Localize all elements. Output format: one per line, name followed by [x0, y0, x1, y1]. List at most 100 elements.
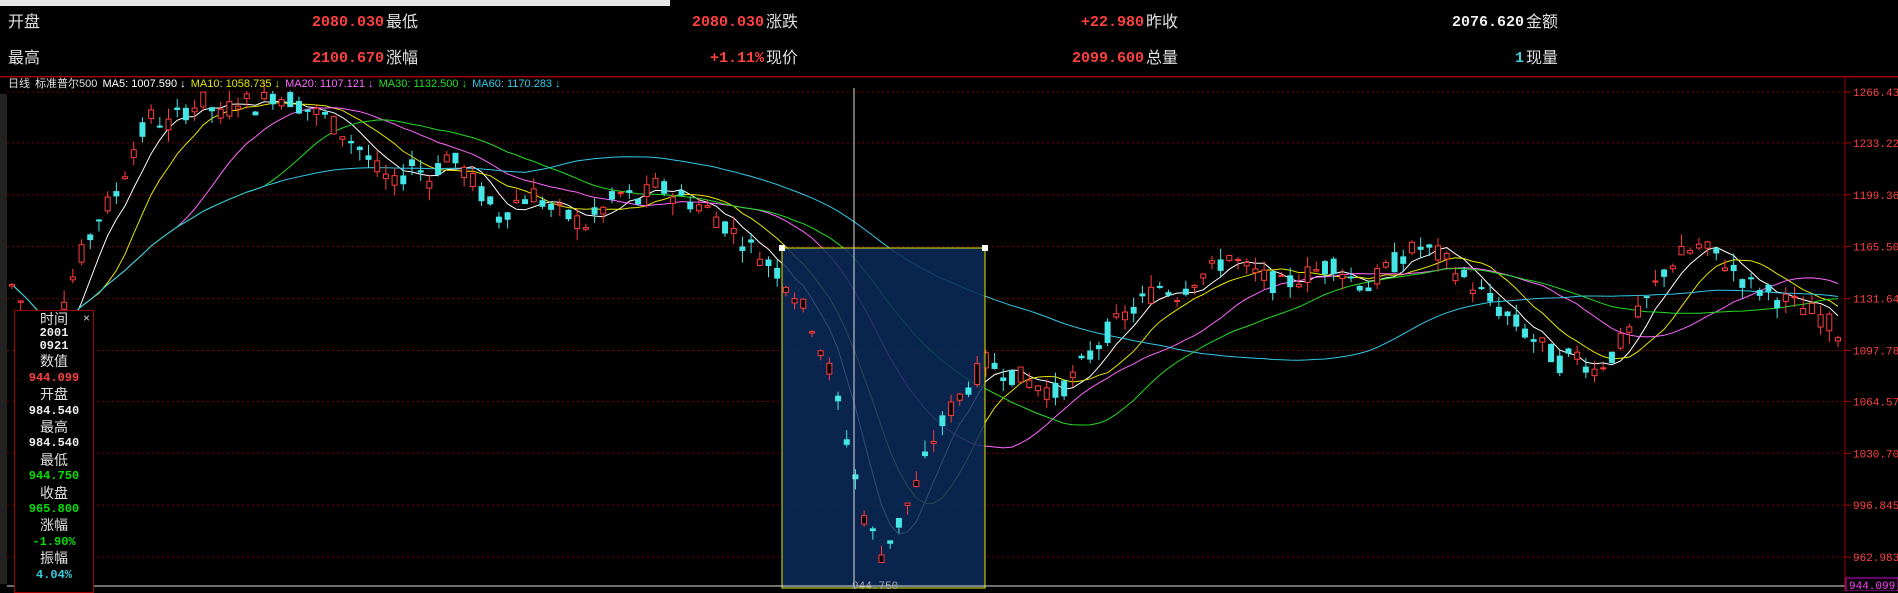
candle-body — [182, 107, 189, 121]
candle-body — [348, 140, 355, 144]
candle-body — [1156, 285, 1163, 288]
candle-body — [1721, 267, 1728, 272]
current-price-label: 944.099 — [1849, 581, 1895, 591]
candle-body — [17, 300, 24, 303]
candle-body — [869, 528, 876, 532]
ma10-legend: MA10: 1058.735 ↓ — [190, 78, 281, 90]
candle-body — [148, 109, 155, 120]
candle-body — [69, 276, 76, 281]
candle-body — [1713, 247, 1720, 254]
candle-body — [1461, 269, 1468, 278]
selection-handle-right[interactable] — [982, 245, 988, 251]
candle-body — [1452, 273, 1459, 282]
change-label: 涨跌 — [766, 14, 799, 31]
candle-body — [339, 136, 346, 140]
candle-body — [226, 101, 233, 117]
candle-body — [1608, 351, 1615, 363]
axis-tick-label: 1097.780 — [1853, 346, 1898, 358]
candle-body — [1182, 288, 1189, 295]
candle-body — [243, 93, 250, 99]
candle-body — [1487, 292, 1494, 302]
candle-body — [408, 159, 415, 166]
candle-body — [1556, 355, 1563, 374]
close-info-value: 965.800 — [28, 502, 80, 517]
candle-body — [774, 267, 781, 279]
time-label: 时间 — [40, 311, 68, 327]
candle-body — [1539, 337, 1546, 343]
candle-body — [1730, 264, 1737, 272]
high-info-value: 984.540 — [28, 436, 80, 451]
candle-body — [1174, 300, 1181, 303]
candle-body — [974, 363, 981, 386]
candle-body — [1748, 277, 1755, 280]
candle-body — [1826, 313, 1833, 332]
prev-close-label: 昨收 — [1146, 14, 1179, 31]
candle-body — [808, 331, 815, 334]
candle-body — [582, 227, 589, 230]
candle-body — [1069, 371, 1076, 379]
candle-body — [365, 155, 372, 160]
open-info-value: 984.540 — [28, 403, 80, 418]
candle-body — [1391, 252, 1398, 273]
candle-body — [1078, 355, 1085, 359]
axis-tick-label: 1064.570 — [1853, 397, 1898, 409]
candle-body — [1165, 292, 1172, 296]
date-monthday: 0921 — [39, 339, 69, 354]
candle-body — [722, 221, 729, 234]
candle-body — [522, 199, 529, 205]
candle-body — [1243, 261, 1250, 267]
candle-body — [617, 191, 624, 194]
candle-body — [1504, 311, 1511, 317]
ma60-legend: MA60: 1170.283 ↓ — [472, 78, 561, 90]
candle-body — [287, 92, 294, 108]
change-value: +22.980 — [1080, 14, 1144, 31]
candle-body — [1269, 271, 1276, 294]
close-icon[interactable]: × — [82, 311, 90, 325]
candle-body — [1295, 283, 1302, 288]
candle-body — [1130, 306, 1137, 314]
candle-body — [1548, 344, 1555, 363]
low-label: 最低 — [386, 14, 419, 31]
candle-body — [1626, 326, 1633, 333]
candle-body — [948, 401, 955, 416]
candle-body — [600, 206, 607, 215]
candle-body — [1226, 254, 1233, 262]
current-price-box — [1845, 577, 1898, 591]
candle-body — [730, 227, 737, 235]
candle-body — [1426, 244, 1433, 248]
candle-body — [252, 111, 259, 116]
candle-body — [1330, 258, 1337, 274]
candle-body — [469, 173, 476, 188]
candle-body — [1113, 313, 1120, 318]
candle-body — [1200, 273, 1207, 279]
candle-body — [739, 246, 746, 251]
candle-body — [1513, 314, 1520, 327]
left-toolbar-strip[interactable] — [0, 94, 7, 584]
candle-body — [295, 101, 302, 114]
candle-body — [1339, 274, 1346, 280]
candle-body — [1765, 284, 1772, 292]
candle-body — [1774, 300, 1781, 309]
volume-label: 总量 — [1146, 50, 1179, 67]
candle-body — [1191, 284, 1198, 288]
ma5-legend: MA5: 1007.590 ↓ — [102, 78, 186, 90]
candle-body — [756, 258, 763, 266]
info-popup: × 时间 2001 0921 数值 944.099 开盘 984.540 最高 … — [14, 310, 94, 593]
selection-box[interactable] — [781, 247, 986, 589]
price-label: 现价 — [766, 50, 799, 67]
candle-body — [1052, 382, 1059, 398]
candle-body — [9, 283, 15, 287]
candle-body — [1704, 241, 1711, 249]
candle-body — [1095, 345, 1102, 350]
axis-tick-label: 1199.366 — [1853, 191, 1898, 203]
selection-handle-left[interactable] — [779, 245, 785, 251]
candle-body — [1252, 268, 1259, 274]
candle-body — [1104, 321, 1111, 343]
candle-body — [374, 160, 381, 173]
candle-body — [174, 107, 181, 110]
candle-body — [435, 163, 442, 175]
ma30-legend: MA30: 1132.500 ↓ — [378, 78, 468, 90]
candle-body — [687, 201, 694, 210]
candle-body — [304, 109, 311, 112]
